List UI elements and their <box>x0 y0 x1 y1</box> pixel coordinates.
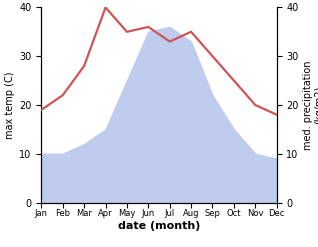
Y-axis label: max temp (C): max temp (C) <box>5 71 15 139</box>
X-axis label: date (month): date (month) <box>118 221 200 230</box>
Y-axis label: med. precipitation
(kg/m2): med. precipitation (kg/m2) <box>303 60 318 150</box>
